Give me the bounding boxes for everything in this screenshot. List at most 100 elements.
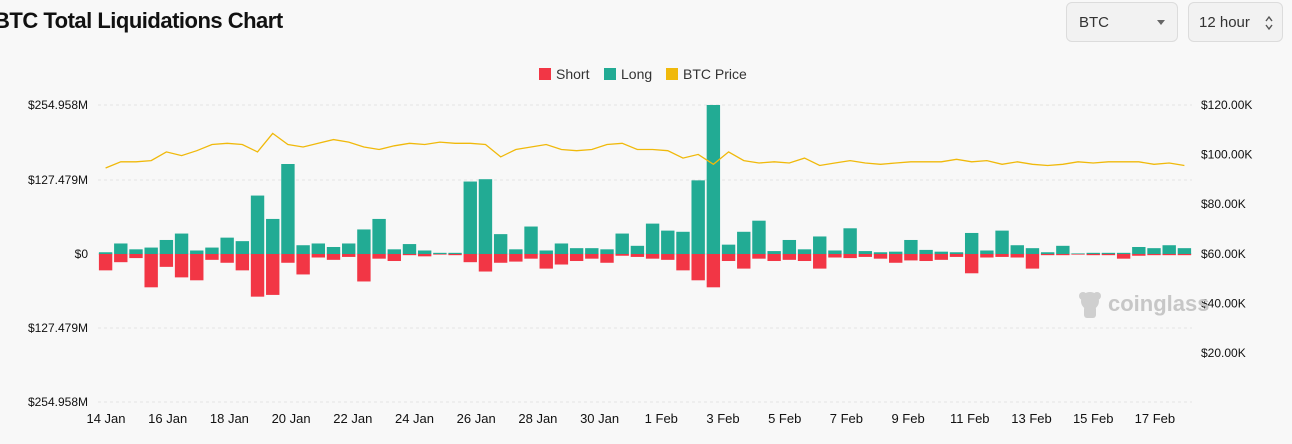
long-bar[interactable] <box>524 226 538 254</box>
coin-select[interactable]: BTC <box>1066 2 1178 42</box>
short-bar[interactable] <box>509 254 523 262</box>
long-bar[interactable] <box>797 249 812 254</box>
short-bar[interactable] <box>190 254 204 281</box>
short-bar[interactable] <box>995 254 1009 257</box>
long-bar[interactable] <box>919 249 933 254</box>
long-bar[interactable] <box>1162 245 1176 254</box>
long-bar[interactable] <box>114 243 128 254</box>
short-bar[interactable] <box>1056 254 1070 256</box>
short-bar[interactable] <box>585 254 599 259</box>
short-bar[interactable] <box>266 254 280 295</box>
long-bar[interactable] <box>737 231 751 254</box>
long-bar[interactable] <box>585 248 599 254</box>
short-bar[interactable] <box>873 254 888 259</box>
long-bar[interactable] <box>1071 253 1085 254</box>
short-bar[interactable] <box>114 254 128 263</box>
long-bar[interactable] <box>342 243 356 254</box>
legend-label-short[interactable]: Short <box>556 66 590 82</box>
short-bar[interactable] <box>98 254 113 271</box>
long-bar[interactable] <box>235 241 250 254</box>
short-bar[interactable] <box>159 254 174 267</box>
short-bar[interactable] <box>357 254 371 282</box>
short-bar[interactable] <box>1025 254 1040 269</box>
short-bar[interactable] <box>1132 254 1146 256</box>
long-bar[interactable] <box>554 243 569 254</box>
interval-select[interactable]: 12 hour <box>1188 2 1283 42</box>
long-bar[interactable] <box>858 251 873 254</box>
long-bar[interactable] <box>600 249 614 254</box>
legend-label-btc-price[interactable]: BTC Price <box>683 66 747 82</box>
short-bar[interactable] <box>387 254 401 262</box>
long-bar[interactable] <box>676 231 690 254</box>
long-bar[interactable] <box>190 250 204 254</box>
short-bar[interactable] <box>661 254 675 260</box>
long-bar[interactable] <box>372 218 386 254</box>
short-bar[interactable] <box>843 254 857 259</box>
short-bar[interactable] <box>813 254 827 269</box>
short-bar[interactable] <box>235 254 250 271</box>
short-bar[interactable] <box>889 254 903 263</box>
short-bar[interactable] <box>858 254 873 257</box>
long-bar[interactable] <box>1056 245 1070 254</box>
short-bar[interactable] <box>220 254 234 263</box>
long-bar[interactable] <box>569 248 584 254</box>
short-bar[interactable] <box>630 254 645 257</box>
long-bar[interactable] <box>828 250 842 254</box>
long-bar[interactable] <box>767 251 781 254</box>
short-bar[interactable] <box>934 254 948 260</box>
legend-swatch-btc-price[interactable] <box>666 68 678 80</box>
short-bar[interactable] <box>417 254 432 257</box>
short-bar[interactable] <box>402 254 417 256</box>
long-bar[interactable] <box>964 232 979 254</box>
short-bar[interactable] <box>1162 254 1176 256</box>
short-bar[interactable] <box>554 254 569 265</box>
long-bar[interactable] <box>995 230 1009 254</box>
long-bar[interactable] <box>250 195 265 254</box>
short-bar[interactable] <box>463 254 477 263</box>
long-bar[interactable] <box>630 245 645 254</box>
long-bar[interactable] <box>463 181 477 254</box>
long-bar[interactable] <box>1177 248 1192 254</box>
short-bar[interactable] <box>964 254 979 274</box>
long-bar[interactable] <box>1086 252 1100 254</box>
long-bar[interactable] <box>417 250 432 254</box>
long-bar[interactable] <box>281 164 295 254</box>
long-bar[interactable] <box>402 244 417 254</box>
short-bar[interactable] <box>1040 254 1055 256</box>
long-bar[interactable] <box>691 180 705 254</box>
short-bar[interactable] <box>342 254 356 257</box>
long-bar[interactable] <box>752 220 766 254</box>
short-bar[interactable] <box>493 254 508 263</box>
long-bar[interactable] <box>980 250 994 254</box>
long-bar[interactable] <box>1116 252 1131 254</box>
short-bar[interactable] <box>676 254 690 271</box>
short-bar[interactable] <box>752 254 766 259</box>
long-bar[interactable] <box>1040 252 1055 254</box>
long-bar[interactable] <box>782 239 797 254</box>
long-bar[interactable] <box>949 252 964 254</box>
long-bar[interactable] <box>1132 246 1146 254</box>
short-bar[interactable] <box>205 254 219 260</box>
long-bar[interactable] <box>129 249 143 254</box>
short-bar[interactable] <box>767 254 781 262</box>
long-bar[interactable] <box>159 239 174 254</box>
long-bar[interactable] <box>1010 245 1024 254</box>
long-bar[interactable] <box>661 230 675 254</box>
long-bar[interactable] <box>357 229 371 254</box>
short-bar[interactable] <box>250 254 265 297</box>
long-bar[interactable] <box>509 249 523 254</box>
short-bar[interactable] <box>949 254 964 257</box>
long-bar[interactable] <box>220 237 234 254</box>
long-bar[interactable] <box>843 228 857 254</box>
short-bar[interactable] <box>372 254 386 259</box>
long-bar[interactable] <box>311 243 326 254</box>
long-bar[interactable] <box>934 251 948 254</box>
short-bar[interactable] <box>524 254 538 259</box>
long-bar[interactable] <box>873 252 888 254</box>
short-bar[interactable] <box>782 254 797 260</box>
short-bar[interactable] <box>144 254 158 288</box>
long-bar[interactable] <box>296 245 310 254</box>
long-bar[interactable] <box>448 252 462 254</box>
long-bar[interactable] <box>205 247 219 254</box>
short-bar[interactable] <box>1116 254 1131 259</box>
